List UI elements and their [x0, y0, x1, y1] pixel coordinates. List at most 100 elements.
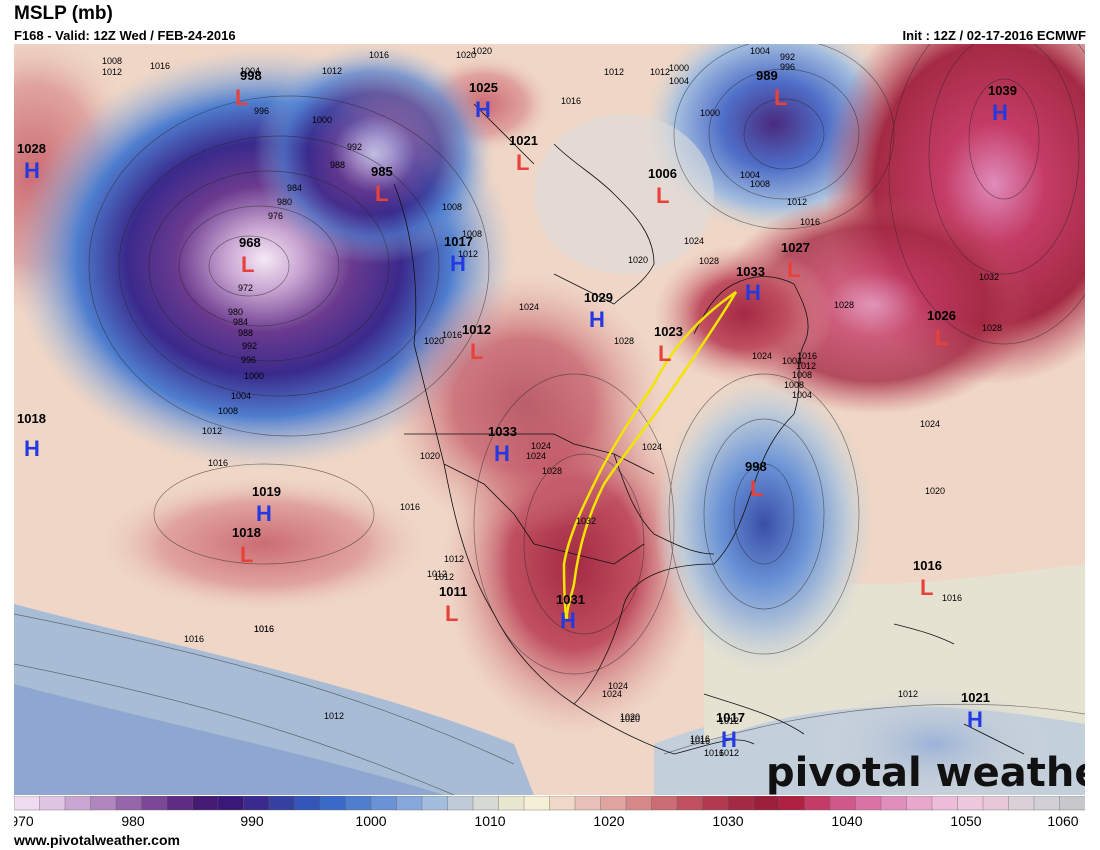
colorbar-swatch	[855, 796, 882, 811]
colorbar-tick-label: 1010	[474, 813, 505, 829]
center-value: 1027	[781, 240, 810, 255]
colorbar-swatch	[498, 796, 525, 811]
isobar-label: 1028	[982, 323, 1002, 333]
isobar-label: 988	[238, 328, 253, 338]
center-value: 985	[371, 164, 393, 179]
isobar-label: 1016	[369, 50, 389, 60]
low-marker: L	[445, 601, 458, 626]
isobar-label: 1020	[420, 451, 440, 461]
colorbar-tick-label: 970	[14, 813, 34, 829]
isobar-label: 1024	[920, 419, 940, 429]
isobar-label: 1016	[150, 61, 170, 71]
low-marker: L	[787, 257, 800, 282]
center-value: 1018	[17, 411, 46, 426]
colorbar-swatch	[64, 796, 92, 811]
low-marker: L	[656, 183, 669, 208]
colorbar-swatch	[906, 796, 933, 811]
center-value: 1039	[988, 83, 1017, 98]
isobar-label: 996	[241, 355, 256, 365]
isobar-label: 1028	[834, 300, 854, 310]
colorbar-swatch	[1008, 796, 1035, 811]
center-value: 1033	[488, 424, 517, 439]
colorbar-swatch	[880, 796, 908, 811]
isobar-label: 1004	[669, 76, 689, 86]
center-value: 1026	[927, 308, 956, 323]
isobar-label: 992	[347, 142, 362, 152]
low-marker: L	[241, 252, 254, 277]
isobar-label: 1008	[462, 229, 482, 239]
colorbar-swatch	[39, 796, 66, 811]
isobar-label: 1024	[684, 236, 704, 246]
isobar-label: 1016	[184, 634, 204, 644]
isobar-label: 992	[780, 52, 795, 62]
colorbar-swatch	[447, 796, 474, 811]
isobar-label: 1008	[102, 56, 122, 66]
isobar-label: 1024	[519, 302, 539, 312]
colorbar-swatch	[472, 796, 500, 811]
high-marker: H	[256, 501, 272, 526]
colorbar-swatch	[217, 796, 245, 811]
isobar-label: 1032	[979, 272, 999, 282]
colorbar-swatch	[421, 796, 449, 811]
center-value: 998	[745, 459, 767, 474]
isobar-label: 1000	[312, 115, 332, 125]
center-value: 1016	[913, 558, 942, 573]
isobar-label: 1012	[434, 572, 454, 582]
isobar-label: 1012	[650, 67, 670, 77]
center-value: 1025	[469, 80, 498, 95]
isobar-label: 1016	[690, 736, 710, 746]
colorbar-swatch	[982, 796, 1010, 811]
isobar-label: 1024	[608, 681, 628, 691]
low-marker: L	[235, 85, 248, 110]
colorbar-swatch	[319, 796, 347, 811]
colorbar-swatches	[14, 796, 1085, 811]
isobar-label: 1028	[542, 466, 562, 476]
isobar-label: 1020	[620, 712, 640, 722]
colorbar-swatch	[14, 796, 41, 811]
colorbar-swatch	[625, 796, 653, 811]
isobar-label: 1012	[719, 748, 739, 758]
high-marker: H	[494, 441, 510, 466]
isobar-label: 1012	[787, 197, 807, 207]
high-marker: H	[560, 608, 576, 633]
center-value: 1031	[556, 592, 585, 607]
isobar-label: 1012	[719, 716, 739, 726]
isobar-label: 1024	[526, 451, 546, 461]
brand-watermark: pivotal weather	[766, 750, 1085, 795]
isobar-label: 1000	[669, 63, 689, 73]
high-marker: H	[967, 707, 983, 732]
colorbar-swatch	[243, 796, 270, 811]
isobar-label: 1004	[740, 170, 760, 180]
isobar-label: 1008	[442, 202, 462, 212]
isobar-label: 1004	[231, 391, 251, 401]
isobar-label: 976	[268, 211, 283, 221]
site-url[interactable]: www.pivotalweather.com	[14, 832, 180, 848]
colorbar-swatch	[702, 796, 729, 811]
colorbar-swatch	[804, 796, 831, 811]
high-marker: H	[721, 727, 737, 752]
colorbar-swatch	[166, 796, 194, 811]
isobar-label: 1016	[208, 458, 228, 468]
isobar-label: 1008	[750, 179, 770, 189]
center-value: 1017	[444, 234, 473, 249]
isobar-label: 1016	[797, 351, 817, 361]
isobar-label: 988	[330, 160, 345, 170]
colorbar-tick-label: 990	[240, 813, 264, 829]
low-marker: L	[774, 85, 787, 110]
colorbar-tick-label: 1040	[831, 813, 862, 829]
isobar-labels: 1008 1012 1016 1004 996 1012 1000 992 98…	[102, 46, 1002, 758]
center-value: 1029	[584, 290, 613, 305]
isobar-label: 1024	[752, 351, 772, 361]
colorbar-tick-label: 980	[121, 813, 145, 829]
colorbar-tick-label: 1060	[1047, 813, 1078, 829]
isobar-label: 1016	[942, 593, 962, 603]
colorbar-swatch	[676, 796, 704, 811]
isobar-label: 1020	[620, 714, 640, 724]
isobar-label: 1016	[800, 217, 820, 227]
center-value: 1028	[17, 141, 46, 156]
colorbar-swatch	[294, 796, 321, 811]
low-marker: L	[658, 341, 671, 366]
colorbar-swatch	[931, 796, 959, 811]
isobar-label: 1012	[604, 67, 624, 77]
low-marker: L	[240, 542, 253, 567]
